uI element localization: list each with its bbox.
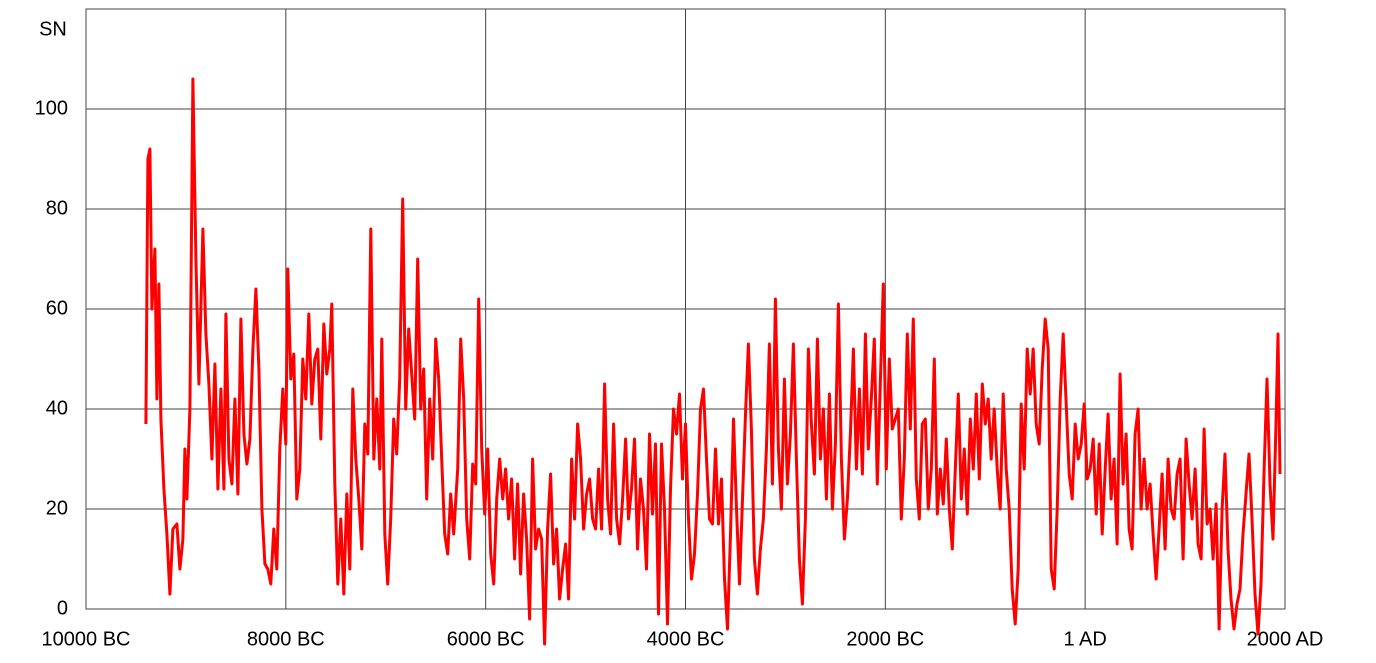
data-line	[144, 77, 1282, 646]
y-tick-label: 80	[46, 197, 68, 219]
x-tick-label: 4000 BC	[647, 628, 725, 650]
y-tick-label: 20	[46, 497, 68, 519]
x-tick-label: 1 AD	[1063, 628, 1106, 650]
y-tick-label: 40	[46, 397, 68, 419]
x-tick-label: 6000 BC	[447, 628, 525, 650]
y-axis-label: SN	[39, 18, 67, 40]
x-tick-label: 10000 BC	[42, 628, 131, 650]
x-tick-label: 2000 AD	[1247, 628, 1324, 650]
plot-frame	[85, 8, 1286, 610]
y-tick-label: 60	[46, 297, 68, 319]
y-tick-label: 0	[57, 597, 68, 619]
y-tick-label: 100	[35, 97, 68, 119]
x-tick-label: 8000 BC	[247, 628, 325, 650]
x-tick-label: 2000 BC	[846, 628, 924, 650]
